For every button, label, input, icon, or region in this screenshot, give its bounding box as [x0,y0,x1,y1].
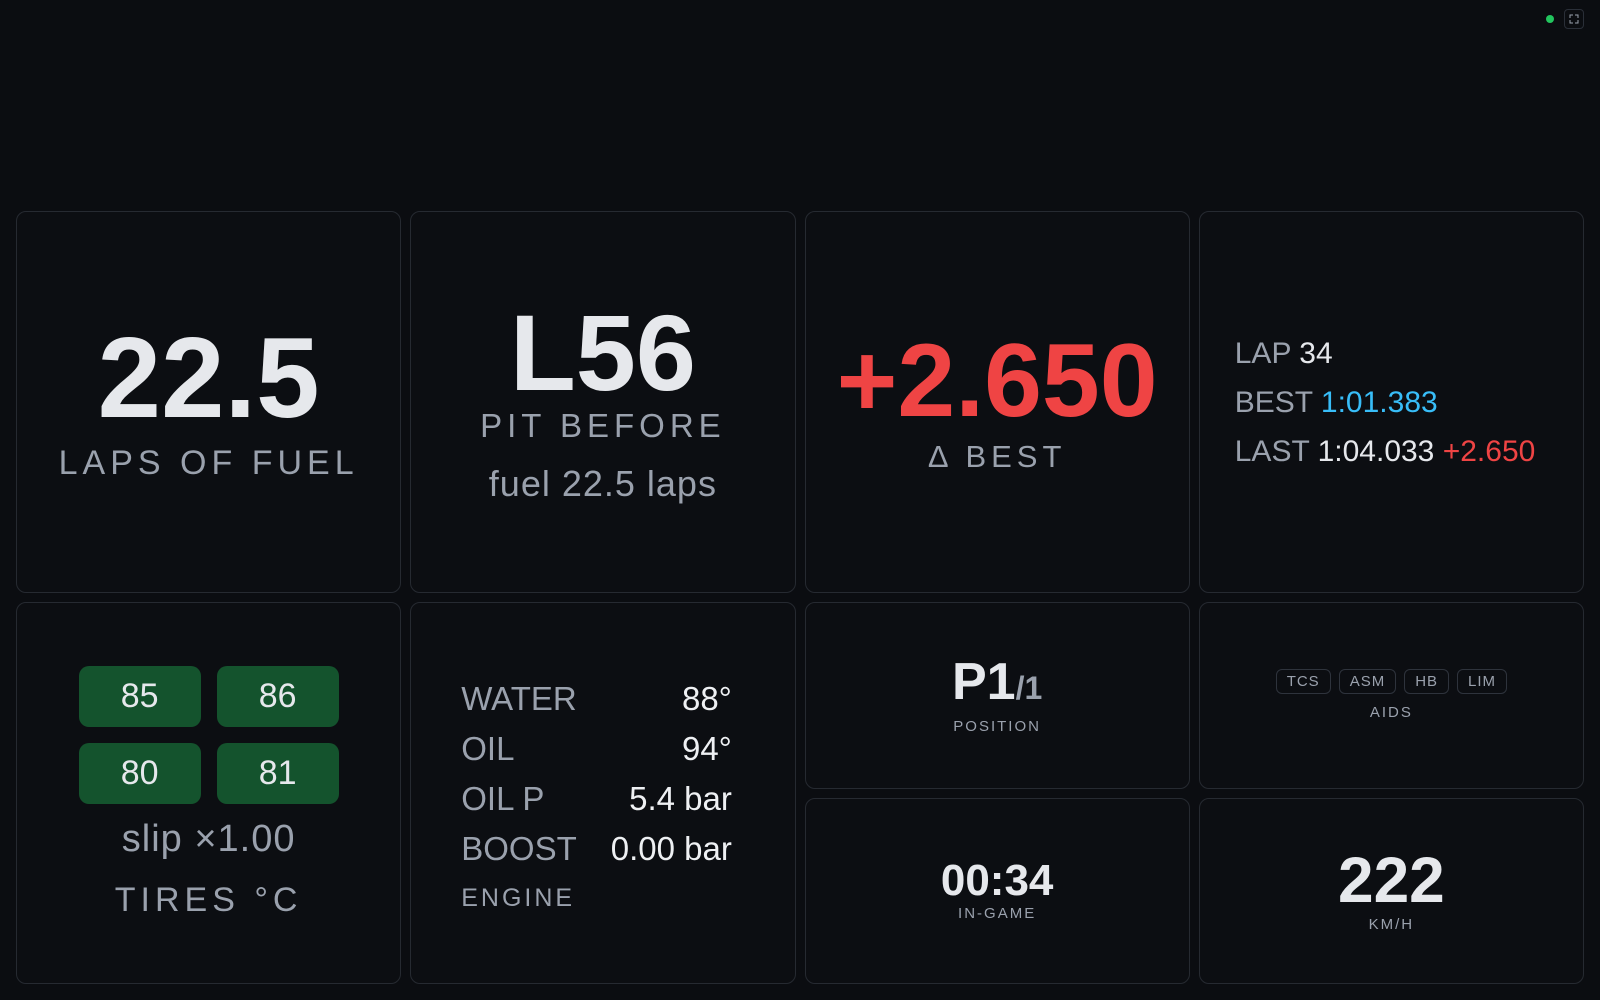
row-value: 34 [1299,336,1333,370]
delta-label: Δ BEST [927,439,1067,474]
lap-rows: LAP 34 BEST 1:01.383 LAST 1:04.033 +2.65… [1235,329,1536,476]
position-label: POSITION [953,717,1041,735]
engine-label: ENGINE [461,883,576,912]
split-column: TCS ASM HB LIM AIDS 222 KM/H [1198,602,1584,984]
split-column: P1/1 POSITION 00:34 IN-GAME [804,602,1190,984]
position-total: /1 [1015,669,1043,706]
engine-value: 94° [681,729,732,767]
tire-temp: 86 [216,666,339,727]
position: P1/1 [952,656,1042,708]
aid-pill: LIM [1457,669,1508,695]
tire-temp: 81 [216,743,339,804]
engine-key: WATER [461,679,577,717]
fullscreen-button[interactable] [1564,9,1584,29]
tire-temp: 85 [78,666,201,727]
clock-label: IN-GAME [958,905,1037,923]
pit-value: L56 [509,292,696,413]
aid-pill: TCS [1275,669,1331,695]
position-value: P1 [951,652,1016,711]
engine-value: 0.00 bar [610,829,732,867]
pit-card: L56 PIT BEFORE fuel 22.5 laps [410,211,796,593]
tire-grid: 85 86 80 81 [78,666,339,804]
aids-label: AIDS [1369,704,1413,722]
aid-pill: HB [1404,669,1450,695]
tires-label: TIRES °C [114,881,303,919]
slip: slip ×1.00 [121,818,296,860]
delta-card: +2.650 Δ BEST [804,211,1190,593]
fuel-card: 22.5 LAPS OF FUEL [16,211,402,593]
speed-label: KM/H [1368,916,1415,934]
speed-card: 222 KM/H [1198,797,1584,984]
position-card: P1/1 POSITION [804,602,1190,789]
tires-card: 85 86 80 81 slip ×1.00 TIRES °C [16,602,402,984]
pit-label: PIT BEFORE [480,407,726,444]
clock-value: 00:34 [940,856,1054,906]
delta-value: +2.650 [836,323,1158,439]
fuel-label: LAPS OF FUEL [58,443,359,482]
row-delta: +2.650 [1442,434,1536,468]
engine-card: WATER 88° OIL 94° OIL P 5.4 bar BOOST 0.00 b… [410,602,796,984]
engine-table: WATER 88° OIL 94° OIL P 5.4 bar BOOST 0.00 b… [461,674,732,874]
laps-card: LAP 34 BEST 1:01.383 LAST 1:04.033 +2.65… [1198,211,1584,593]
engine-value: 88° [681,679,732,717]
fuel-value: 22.5 [97,314,320,442]
row-label: LAP [1234,336,1291,370]
engine-value: 5.4 bar [629,779,732,817]
status-dot [1546,15,1554,23]
last-row: LAST 1:04.033 +2.650 [1235,427,1536,476]
row-value: 1:01.383 [1320,385,1438,419]
pit-note: fuel 22.5 laps [488,463,717,504]
aid-pill: ASM [1338,669,1397,695]
aids-card: TCS ASM HB LIM AIDS [1198,602,1584,789]
fullscreen-icon [1569,14,1579,24]
row-label: BEST [1234,385,1313,419]
speed-value: 222 [1337,844,1445,917]
dashboard: 22.5 LAPS OF FUEL L56 PIT BEFORE fuel 22… [16,211,1584,984]
status-bar [1546,9,1584,29]
engine-key: OIL [461,729,515,767]
row-value: 1:04.033 [1317,434,1435,468]
clock-card: 00:34 IN-GAME [804,797,1190,984]
engine-key: OIL P [461,779,545,817]
lap-row: LAP 34 [1235,329,1536,378]
engine-key: BOOST [461,829,577,867]
aids-list: TCS ASM HB LIM [1275,669,1508,695]
row-label: LAST [1234,434,1310,468]
best-row: BEST 1:01.383 [1235,378,1536,427]
tire-temp: 80 [78,743,201,804]
